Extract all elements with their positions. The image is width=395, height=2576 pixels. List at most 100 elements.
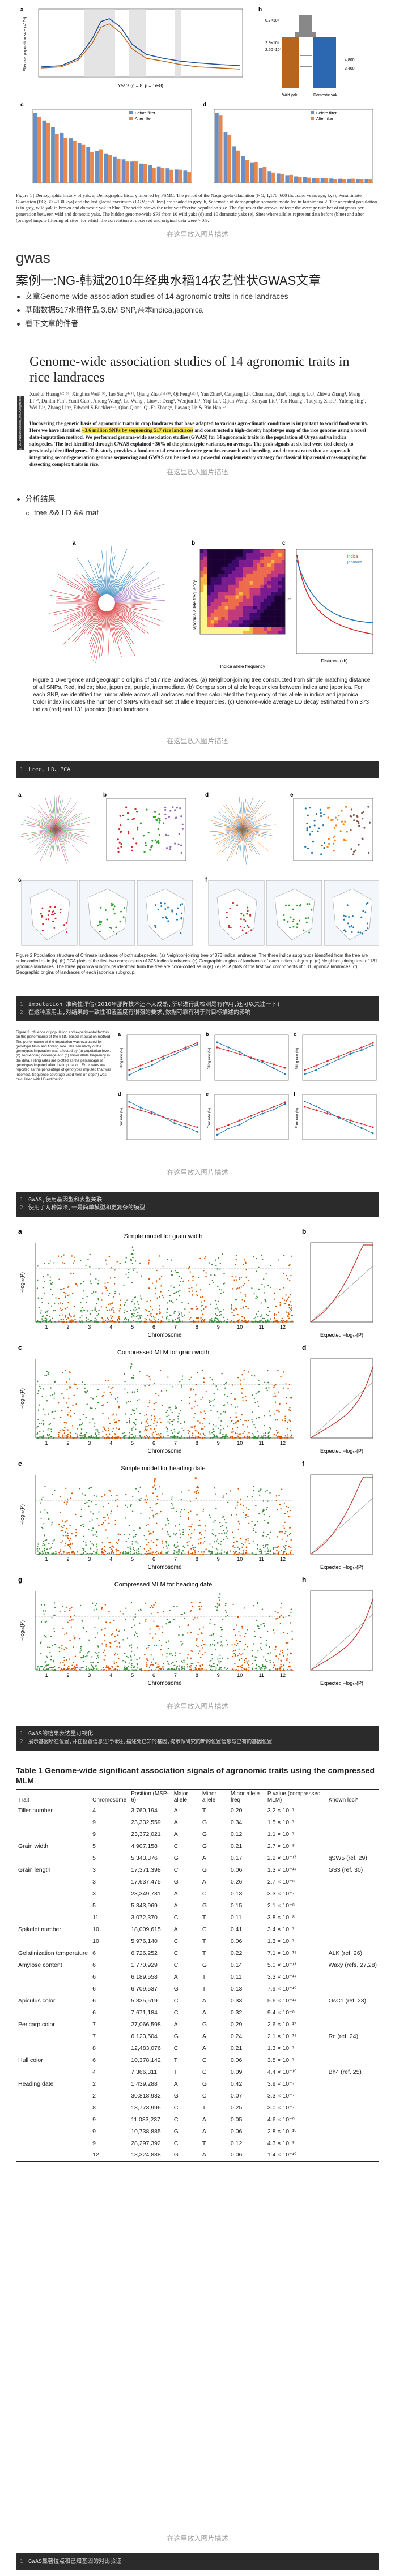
- tree-branch: [105, 611, 107, 636]
- pca-point: [362, 838, 364, 840]
- snp-point: [212, 1428, 214, 1430]
- snp-point: [210, 1619, 212, 1620]
- heatmap-cell: [249, 588, 253, 592]
- tree-branch: [114, 594, 145, 601]
- snp-point: [260, 1437, 262, 1439]
- snp-point: [200, 1632, 202, 1634]
- snp-point: [53, 1393, 55, 1395]
- snp-point: [252, 1655, 254, 1657]
- snp-point: [109, 1641, 111, 1644]
- map-point: [160, 902, 162, 904]
- snp-point: [172, 1668, 174, 1671]
- heatmap-cell: [253, 623, 257, 627]
- heatmap-cell: [210, 602, 215, 606]
- snp-point: [129, 1422, 130, 1424]
- snp-point: [48, 1413, 49, 1415]
- snp-point: [205, 1390, 207, 1393]
- heatmap-cell: [218, 616, 222, 621]
- snp-point: [217, 1309, 219, 1311]
- snp-point: [200, 1411, 202, 1413]
- map-point: [99, 922, 101, 924]
- snp-point: [44, 1662, 46, 1664]
- snp-point: [133, 1665, 135, 1667]
- heatmap-cell: [278, 584, 282, 588]
- snp-point: [96, 1531, 97, 1533]
- tree-branch: [242, 829, 272, 834]
- snp-point: [180, 1515, 181, 1517]
- snp-point: [62, 1628, 64, 1629]
- snp-point: [291, 1630, 293, 1632]
- snp-peak-point: [152, 1492, 154, 1494]
- snp-point: [254, 1436, 256, 1437]
- snp-point: [75, 1669, 77, 1671]
- heatmap-cell: [271, 574, 275, 578]
- snp-point: [202, 1432, 205, 1434]
- map-point: [63, 924, 65, 926]
- snp-point: [82, 1435, 84, 1436]
- heatmap-cell: [203, 627, 207, 631]
- snp-point: [221, 1289, 223, 1291]
- snp-point: [264, 1300, 266, 1302]
- snp-point: [177, 1317, 179, 1319]
- snp-point: [273, 1547, 275, 1549]
- tree-branch: [107, 544, 112, 595]
- snp-point: [111, 1548, 113, 1550]
- snp-point: [169, 1621, 171, 1623]
- snp-point: [86, 1669, 88, 1671]
- tree-branch: [101, 550, 106, 595]
- heatmap-cell: [253, 584, 257, 588]
- snp-point: [135, 1488, 137, 1490]
- snp-point: [286, 1553, 288, 1555]
- snp-point: [64, 1295, 66, 1297]
- tree-branch: [212, 823, 243, 830]
- heatmap-cell: [221, 588, 225, 592]
- snp-point: [209, 1319, 211, 1320]
- tree-branch: [112, 609, 130, 625]
- article-heading: 案例一:NG-韩斌2010年经典水稻14农艺性状GWAS文章: [16, 273, 321, 288]
- snp-point: [242, 1396, 244, 1398]
- snp-point: [107, 1282, 109, 1284]
- pca-point: [159, 818, 161, 820]
- snp-point: [197, 1308, 198, 1310]
- pca-point: [350, 815, 352, 818]
- snp-point: [237, 1643, 239, 1645]
- heatmap-cell: [235, 556, 239, 560]
- heatmap-cell: [210, 577, 215, 581]
- snp-point: [81, 1619, 83, 1621]
- bar-after: [152, 168, 156, 183]
- snp-point: [260, 1551, 261, 1553]
- snp-point: [49, 1319, 52, 1321]
- snp-point: [51, 1552, 53, 1554]
- chromosome-label: 7: [174, 1672, 177, 1678]
- heatmap-cell: [239, 602, 243, 606]
- snp-point: [125, 1434, 127, 1436]
- snp-point: [68, 1552, 70, 1554]
- snp-point: [64, 1521, 66, 1523]
- snp-point: [151, 1415, 153, 1417]
- snp-point: [113, 1663, 116, 1664]
- heatmap-cell: [200, 556, 204, 560]
- tree-branch: [242, 829, 269, 851]
- map-point: [290, 916, 292, 918]
- snp-point: [209, 1622, 211, 1624]
- snp-point: [222, 1496, 224, 1499]
- tree-branch: [97, 578, 104, 596]
- snp-point: [254, 1427, 257, 1429]
- snp-point: [199, 1531, 201, 1534]
- tree-branch: [57, 576, 99, 600]
- heatmap-cell: [203, 574, 207, 578]
- heatmap-cell: [203, 556, 207, 560]
- map-point: [357, 931, 359, 934]
- heatmap-cell: [257, 563, 261, 567]
- heatmap-cell: [218, 581, 222, 585]
- tree-branch: [242, 804, 260, 830]
- snp-point: [269, 1652, 271, 1654]
- snp-point: [220, 1669, 222, 1671]
- snp-point: [291, 1638, 293, 1640]
- snp-point: [244, 1300, 245, 1302]
- snp-point: [92, 1398, 94, 1400]
- snp-point: [62, 1437, 64, 1439]
- map-point: [48, 910, 50, 912]
- heatmap-cell: [203, 588, 207, 592]
- snp-point: [152, 1431, 154, 1434]
